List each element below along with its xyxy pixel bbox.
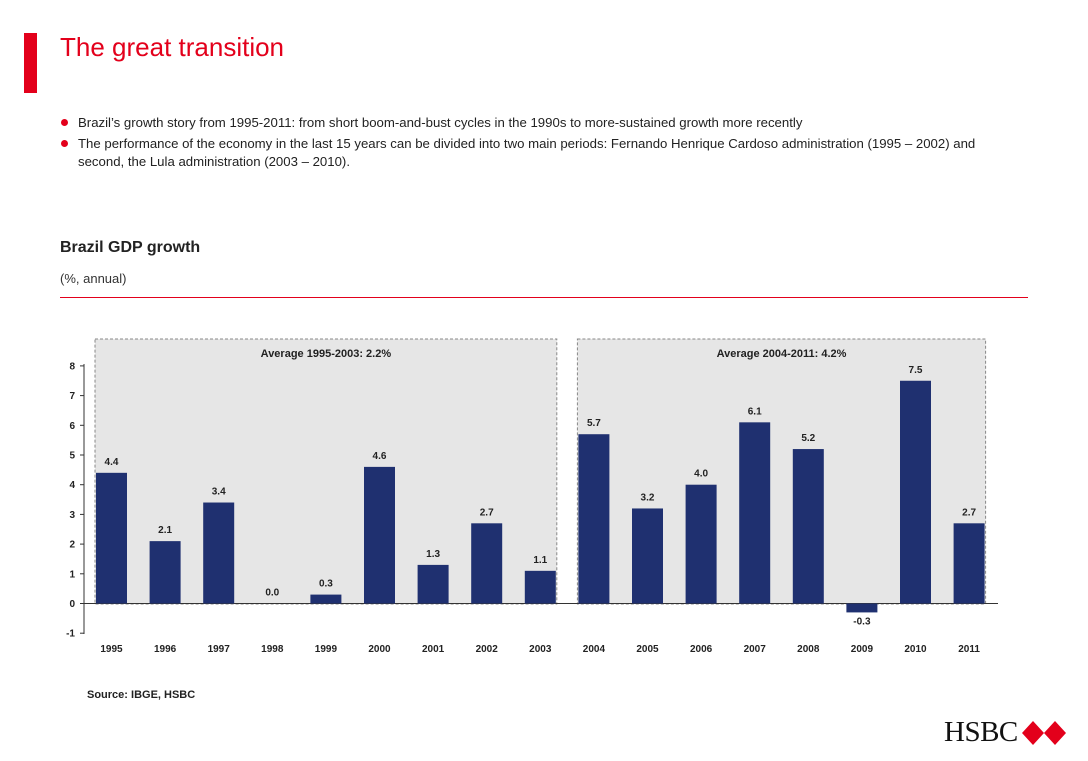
x-tick-label-2004: 2004 — [583, 644, 606, 655]
value-label-2001: 1.3 — [426, 549, 440, 560]
bar-2003 — [524, 570, 556, 604]
x-tick-label-2005: 2005 — [636, 644, 659, 655]
bar-1996 — [149, 541, 181, 604]
y-tick-label: 7 — [69, 391, 75, 402]
bar-1995 — [96, 472, 127, 604]
value-label-2008: 5.2 — [801, 433, 815, 444]
y-tick-label: 4 — [69, 480, 75, 491]
value-label-2000: 4.6 — [373, 451, 387, 462]
bar-2008 — [792, 449, 824, 604]
value-label-1996: 2.1 — [158, 525, 172, 536]
value-label-2002: 2.7 — [480, 507, 494, 518]
value-label-2009: -0.3 — [853, 616, 871, 627]
bullet-item: The performance of the economy in the la… — [60, 135, 1020, 171]
y-tick-label: 5 — [69, 451, 75, 462]
bar-2007 — [739, 422, 771, 604]
slide-title: The great transition — [60, 32, 285, 62]
x-tick-label-2010: 2010 — [904, 644, 927, 655]
x-tick-label-2007: 2007 — [744, 644, 767, 655]
chart-subtitle: (%, annual) — [60, 271, 127, 286]
value-label-1997: 3.4 — [212, 487, 226, 498]
x-tick-label-2009: 2009 — [851, 644, 874, 655]
bullet-icon — [61, 140, 68, 147]
title-divider — [60, 297, 1028, 298]
bullet-item: Brazil’s growth story from 1995-2011: fr… — [60, 114, 1020, 132]
value-label-1999: 0.3 — [319, 579, 333, 590]
y-tick-label: 6 — [69, 421, 75, 432]
bar-2009 — [846, 603, 878, 613]
value-label-2010: 7.5 — [909, 365, 923, 376]
title-accent-bar — [24, 33, 37, 93]
y-tick-label: 3 — [69, 510, 75, 521]
x-tick-label-2006: 2006 — [690, 644, 713, 655]
y-tick-label: -1 — [66, 629, 75, 640]
y-tick-label: 0 — [69, 599, 75, 610]
bar-2011 — [953, 523, 985, 604]
value-label-1995: 4.4 — [105, 457, 119, 468]
bar-2010 — [900, 380, 931, 604]
x-tick-label-1995: 1995 — [100, 644, 123, 655]
y-tick-label: 1 — [69, 569, 75, 580]
hsbc-logo: HSBC — [944, 716, 1066, 749]
bar-1999 — [310, 594, 342, 604]
value-label-2005: 3.2 — [641, 492, 655, 503]
bar-2002 — [471, 523, 503, 604]
bar-2004 — [578, 434, 610, 604]
x-tick-label-2003: 2003 — [529, 644, 552, 655]
y-tick-label: 2 — [69, 540, 75, 551]
hsbc-logo-text: HSBC — [944, 716, 1018, 748]
bar-2001 — [417, 564, 449, 604]
average-panel-label: Average 1995-2003: 2.2% — [261, 348, 392, 360]
value-label-2004: 5.7 — [587, 418, 601, 429]
x-tick-label-2001: 2001 — [422, 644, 445, 655]
chart-title: Brazil GDP growth — [60, 239, 201, 256]
average-panel-label: Average 2004-2011: 4.2% — [717, 348, 847, 360]
bullet-text: The performance of the economy in the la… — [78, 136, 976, 169]
value-label-2007: 6.1 — [748, 406, 762, 417]
x-tick-label-2002: 2002 — [476, 644, 499, 655]
source-note: Source: IBGE, HSBC — [87, 689, 196, 701]
x-tick-label-1996: 1996 — [154, 644, 177, 655]
value-label-2011: 2.7 — [962, 507, 976, 518]
bullet-list: Brazil’s growth story from 1995-2011: fr… — [60, 114, 1020, 174]
x-tick-label-1997: 1997 — [208, 644, 231, 655]
bullet-icon — [61, 119, 68, 126]
bar-1997 — [203, 502, 235, 604]
x-tick-label-1999: 1999 — [315, 644, 338, 655]
x-tick-label-2000: 2000 — [368, 644, 391, 655]
bar-2000 — [364, 466, 395, 604]
value-label-2006: 4.0 — [694, 469, 708, 480]
x-tick-label-1998: 1998 — [261, 644, 284, 655]
bar-2005 — [632, 508, 663, 604]
value-label-2003: 1.1 — [533, 555, 547, 566]
bar-2006 — [685, 484, 717, 604]
y-tick-label: 8 — [69, 361, 75, 372]
bullet-text: Brazil’s growth story from 1995-2011: fr… — [78, 115, 803, 130]
x-tick-label-2008: 2008 — [797, 644, 820, 655]
hsbc-hexagon-icon — [1021, 720, 1066, 745]
x-tick-label-2011: 2011 — [958, 644, 980, 655]
value-label-1998: 0.0 — [265, 588, 279, 599]
